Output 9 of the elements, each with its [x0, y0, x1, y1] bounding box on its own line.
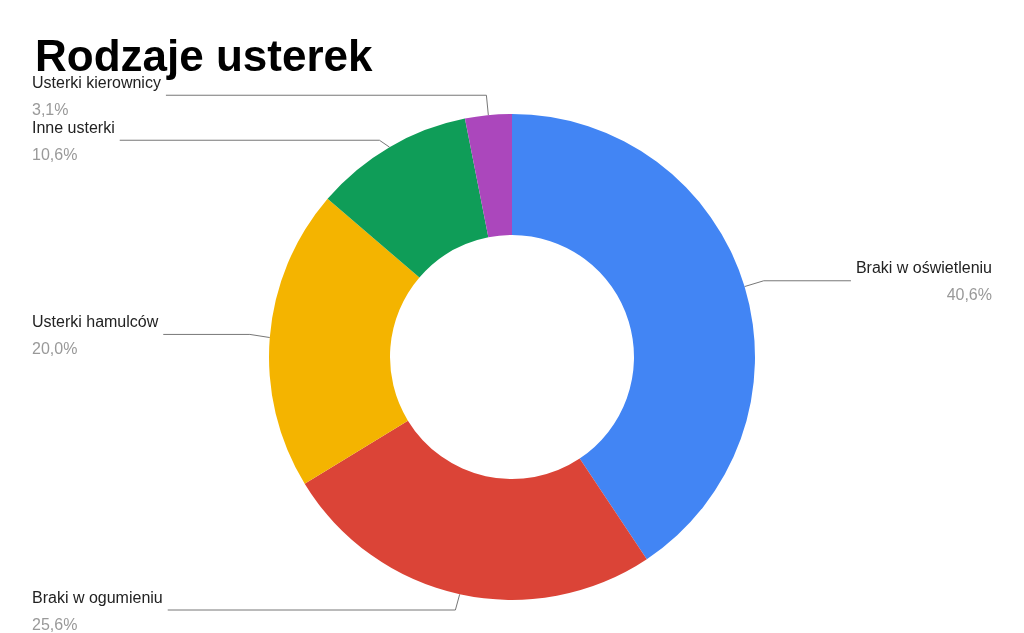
slice-label: Inne usterki — [32, 118, 115, 136]
slice-label: Braki w oświetleniu — [855, 259, 992, 277]
data-label: 20,0% — [32, 339, 78, 357]
slice-label: Braki w ogumieniu — [32, 588, 163, 606]
data-label: 3,1% — [32, 100, 69, 118]
data-label: 25,6% — [32, 615, 78, 633]
slice-label: Usterki hamulców — [32, 312, 159, 330]
data-label: 10,6% — [32, 145, 78, 163]
data-label: 40,6% — [946, 286, 992, 304]
